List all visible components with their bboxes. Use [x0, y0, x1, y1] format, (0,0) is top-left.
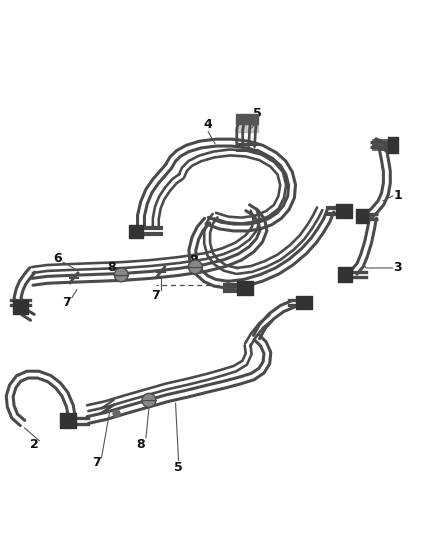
Circle shape — [142, 393, 156, 407]
Circle shape — [188, 260, 202, 274]
Text: 8: 8 — [137, 438, 145, 451]
Text: 6: 6 — [53, 252, 61, 264]
Text: 7: 7 — [63, 296, 71, 309]
Text: 5: 5 — [174, 461, 183, 474]
Text: 1: 1 — [393, 189, 402, 203]
Text: 7: 7 — [92, 456, 101, 469]
Text: 7: 7 — [152, 289, 160, 302]
Circle shape — [114, 268, 128, 282]
Text: 3: 3 — [393, 262, 402, 274]
Text: 4: 4 — [204, 118, 212, 131]
Text: 2: 2 — [30, 438, 39, 451]
Text: 8: 8 — [189, 254, 198, 266]
Text: 5: 5 — [253, 108, 262, 120]
Text: 8: 8 — [107, 262, 116, 274]
